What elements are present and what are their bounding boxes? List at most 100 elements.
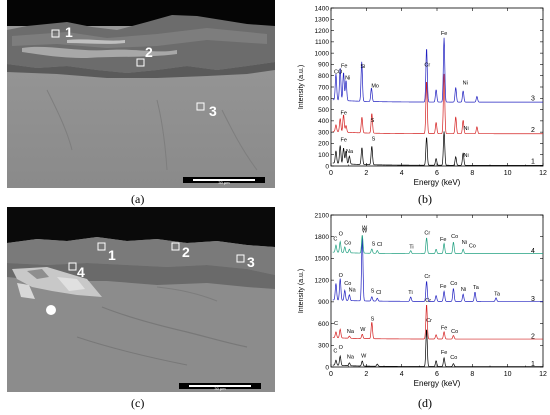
chart-d: 0 2 4 6 8 10 12 0 300 600 900 1200 1500 1800 2100 Energ…: [282, 207, 550, 415]
y-tick-label: 400: [318, 118, 329, 125]
peak-label: C: [334, 69, 338, 75]
y-tick-label: 900: [318, 62, 329, 69]
peak-label: Ta: [494, 291, 501, 297]
x-tick-label: 4: [400, 170, 404, 177]
peak-label: Co: [344, 281, 351, 287]
peak-label: S: [372, 137, 376, 143]
peak-label: W: [360, 327, 366, 333]
x-tick-label: 0: [329, 170, 333, 177]
peak-label: O: [339, 273, 344, 279]
y-tick-label: 1500: [315, 256, 330, 263]
peak-label: Co: [451, 234, 458, 240]
peak-label: S: [372, 241, 376, 247]
y-axis-label: Intensity (a.u.): [298, 269, 305, 313]
peak-label: Cr: [424, 231, 430, 237]
series-line-3: [332, 37, 543, 103]
peak-label: Co: [469, 244, 476, 250]
y-tick-label: 1800: [315, 234, 330, 241]
peak-label: Fe: [341, 138, 347, 144]
x-tick-label: 8: [470, 170, 474, 177]
peak-label: Fe: [441, 31, 447, 37]
peak-label: O: [339, 345, 344, 351]
marker-a-2: 2: [145, 44, 153, 60]
peak-label: Ti: [408, 290, 412, 296]
series-line-3: [332, 237, 543, 302]
y-tick-label: 1300: [315, 17, 330, 24]
scalebar-label-c: 30 μm: [214, 386, 226, 391]
marker-c-4: 4: [77, 264, 85, 280]
chart-b: 0 2 4 6 8 10 12 0 100 200 300 400 500 600 700 800 900 100…: [282, 0, 550, 206]
peak-label: Ti: [409, 244, 413, 250]
series-end-label-2: 2: [531, 127, 535, 134]
x-tick-label: 0: [329, 371, 333, 378]
y-tick-label: 600: [318, 321, 329, 328]
x-tick-label: 12: [539, 170, 547, 177]
y-tick-label: 2100: [315, 212, 330, 219]
peak-label: Ni: [461, 287, 466, 293]
peak-label: Fe: [341, 63, 347, 69]
x-tick-label: 6: [435, 371, 439, 378]
peak-label: Co: [450, 281, 457, 287]
peak-label: Ni: [463, 81, 468, 87]
peak-label: C: [333, 236, 337, 242]
y-tick-label: 600: [318, 96, 329, 103]
y-tick-label: 1100: [315, 39, 329, 46]
x-tick-label: 4: [400, 371, 404, 378]
series-end-label-3: 3: [531, 95, 535, 102]
marker-a-3: 3: [209, 103, 217, 119]
peak-label: Cr: [426, 318, 432, 324]
series-line-4: [332, 235, 543, 255]
peak-label: W: [361, 354, 367, 360]
y-tick-label: 300: [318, 343, 329, 350]
peak-label: Cl: [376, 290, 381, 296]
y-tick-label: 0: [325, 364, 329, 371]
series-end-label-1: 1: [531, 158, 535, 165]
x-tick-label: 10: [504, 170, 512, 177]
peak-label: Co: [344, 241, 351, 247]
peak-label: Ni: [464, 126, 469, 132]
peak-label: C: [334, 321, 338, 327]
peak-label: S: [371, 317, 375, 323]
y-tick-label: 700: [318, 84, 329, 91]
y-tick-label: 1000: [315, 50, 330, 57]
peak-label: W: [362, 225, 368, 231]
sem-image-a: 30 μm 1 2 3: [7, 0, 275, 188]
y-tick-label: 300: [318, 129, 329, 136]
peak-label: S: [371, 288, 375, 294]
peak-label: Cr: [424, 274, 430, 280]
peak-label: Fe: [440, 284, 446, 290]
y-axis-label: Intensity (a.u.): [298, 65, 305, 109]
y-tick-label: 200: [318, 141, 329, 148]
marker-a-1: 1: [65, 24, 73, 40]
peak-label: Ni: [462, 240, 467, 246]
peak-label: Na: [349, 288, 357, 294]
peak-label: Ta: [473, 285, 480, 291]
series-line-1: [332, 131, 543, 166]
peak-label: Fe: [441, 350, 447, 356]
scalebar-label-a: 30 μm: [218, 180, 230, 185]
series-end-label-2: 2: [531, 334, 535, 341]
x-tick-label: 12: [539, 371, 547, 378]
y-tick-label: 1200: [315, 28, 330, 35]
peak-label: Mo: [371, 84, 379, 90]
series-line-2: [332, 305, 543, 340]
peak-label: O: [339, 231, 344, 237]
caption-c: (c): [131, 396, 145, 410]
y-tick-label: 0: [325, 163, 329, 170]
peak-label: Si: [360, 64, 365, 70]
caption-a: (a): [131, 192, 145, 206]
peak-label: Ni: [345, 76, 350, 82]
peak-label: Co: [451, 329, 458, 335]
peak-label: Co: [450, 355, 457, 361]
marker-c-2: 2: [182, 244, 190, 260]
series-end-label-3: 3: [531, 296, 535, 303]
peak-label: Cr: [424, 63, 430, 69]
peak-label: S: [371, 118, 375, 124]
caption-d: (d): [418, 396, 432, 410]
x-tick-label: 8: [470, 371, 474, 378]
peak-label: O: [338, 69, 343, 75]
marker-c-3: 3: [247, 254, 255, 270]
peak-label: Fe: [441, 325, 447, 331]
peak-label: C: [333, 349, 337, 355]
x-axis-label: Energy (keV): [414, 379, 461, 388]
